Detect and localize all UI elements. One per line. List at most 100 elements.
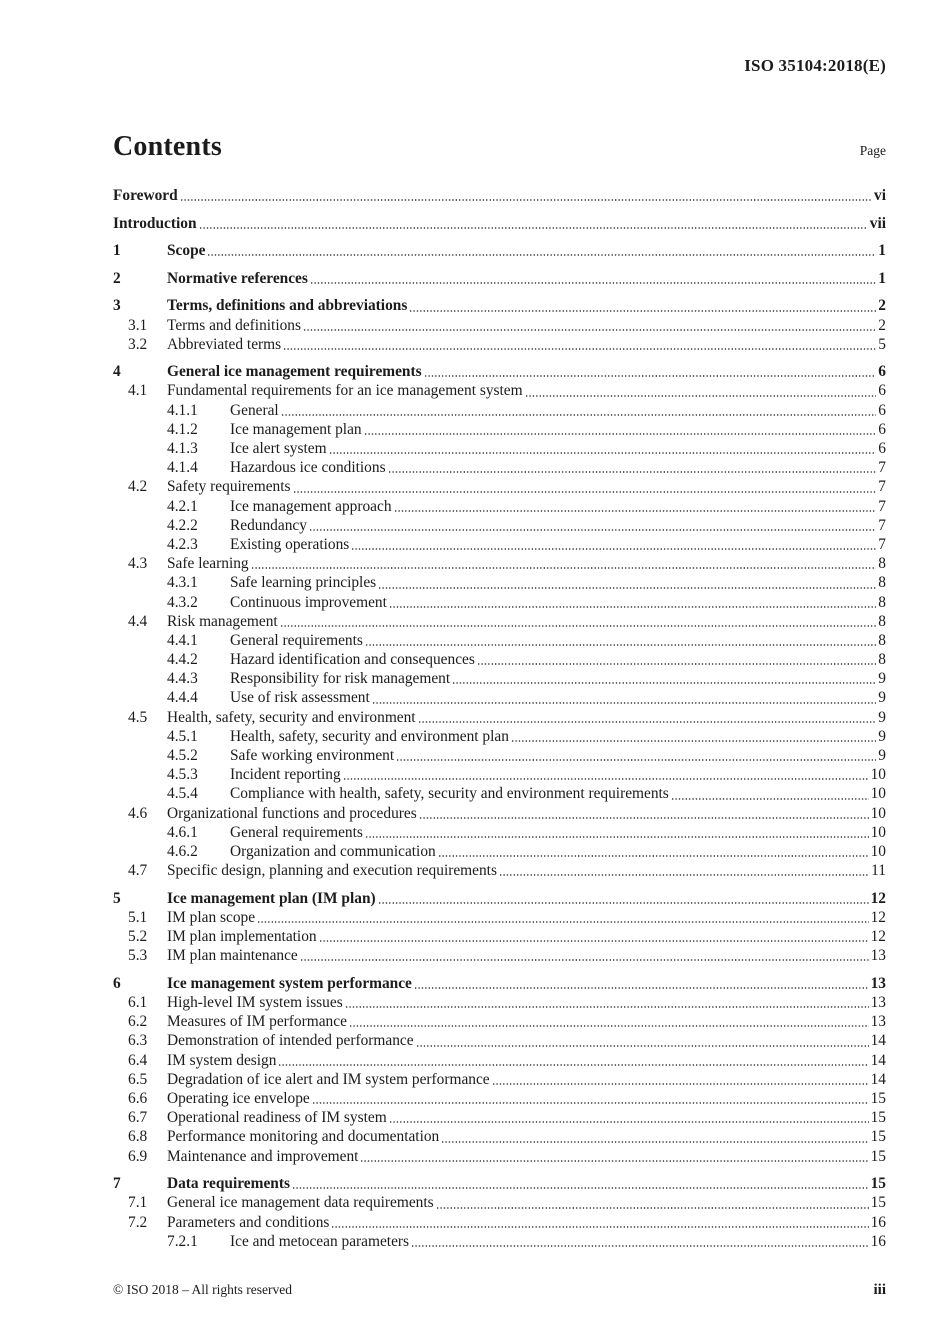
toc-entry-number: 3.1 xyxy=(128,316,148,334)
toc-entry-label: Responsibility for risk management xyxy=(230,670,451,688)
toc-entry-label: IM plan maintenance xyxy=(167,947,298,965)
toc-row: 2 Normative references 1 xyxy=(113,269,886,288)
toc-leader-dots xyxy=(279,624,877,627)
toc-entry-number: 4.1.1 xyxy=(167,401,198,419)
toc-row: 7.1 General ice management data requireme… xyxy=(113,1193,886,1212)
toc-row: 6.1 High-level IM system issues 13 xyxy=(113,993,886,1012)
toc-entry-page: 7 xyxy=(878,516,886,534)
toc-row: 4.4 Risk management 8 xyxy=(113,612,886,631)
toc-row: 5.2 IM plan implementation 12 xyxy=(113,927,886,946)
toc-entry-page: 8 xyxy=(878,651,886,669)
toc-entry-page: 9 xyxy=(878,670,886,688)
copyright-notice: © ISO 2018 – All rights reserved xyxy=(113,1282,292,1297)
toc-row: 7.2 Parameters and conditions 16 xyxy=(113,1213,886,1232)
toc-entry-number: 5.3 xyxy=(128,947,148,965)
toc-leader-dots xyxy=(299,959,869,962)
toc-leader-dots xyxy=(377,901,869,904)
toc-row: Foreword vi xyxy=(113,186,886,205)
toc-entry-page: 9 xyxy=(878,689,886,707)
toc-row: 4.4.4 Use of risk assessment 9 xyxy=(113,688,886,707)
toc-entry-label: Compliance with health, safety, security… xyxy=(230,785,669,803)
toc-entry-page: 16 xyxy=(870,1232,886,1250)
toc-entry-page: 10 xyxy=(870,804,886,822)
toc-leader-dots xyxy=(364,835,869,838)
toc-entry-page: vi xyxy=(874,187,886,204)
toc-entry-label: IM plan implementation xyxy=(167,928,317,946)
folio-page-number: iii xyxy=(873,1282,886,1298)
toc-entry-number: 6.4 xyxy=(128,1051,148,1069)
toc-entry-page: 6 xyxy=(878,363,886,381)
toc-leader-dots xyxy=(417,720,877,723)
toc-row: 4 General ice management requirements 6 xyxy=(113,362,886,381)
toc-entry-page: 1 xyxy=(878,242,886,260)
toc-row: 4.1 Fundamental requirements for an ice m… xyxy=(113,381,886,400)
toc-entry-number: 5.1 xyxy=(128,908,148,926)
toc-entry-number: 4.7 xyxy=(128,862,148,880)
toc-leader-dots xyxy=(328,452,877,455)
toc-leader-dots xyxy=(303,328,877,331)
toc-entry-label: Organization and communication xyxy=(230,842,436,860)
toc-row: 4.7 Specific design, planning and executi… xyxy=(113,861,886,880)
toc-leader-dots xyxy=(292,490,877,493)
toc-entry-number: 7.2 xyxy=(128,1213,148,1231)
toc-entry-page: 16 xyxy=(870,1213,886,1231)
toc-entry-number: 4.6.1 xyxy=(167,823,198,841)
toc-leader-dots xyxy=(371,701,877,704)
toc-entry-page: 6 xyxy=(878,420,886,438)
toc-entry-label: Foreword xyxy=(113,187,178,204)
toc-entry-page: 6 xyxy=(878,401,886,419)
toc-row: 4.3.2 Continuous improvement 8 xyxy=(113,593,886,612)
toc-leader-dots xyxy=(363,433,877,436)
toc-entry-page: 2 xyxy=(878,297,886,315)
toc-entry-number: 4.2.2 xyxy=(167,516,198,534)
toc-entry-page: 8 xyxy=(878,593,886,611)
toc-entry-page: 7 xyxy=(878,459,886,477)
toc-entry-number: 6.8 xyxy=(128,1128,148,1146)
toc-leader-dots xyxy=(278,1063,869,1066)
toc-entry-number: 4.2.3 xyxy=(167,535,198,553)
toc-entry-number: 4.4.3 xyxy=(167,670,198,688)
toc-row: 7.2.1 Ice and metocean parameters 16 xyxy=(113,1232,886,1251)
toc-entry-page: 1 xyxy=(878,269,886,287)
toc-entry-number: 3 xyxy=(113,297,121,315)
toc-entry-number: 4.1.2 xyxy=(167,420,198,438)
toc-entry-label: Health, safety, security and environment xyxy=(167,708,416,726)
toc-row: 4.5 Health, safety, security and environm… xyxy=(113,708,886,727)
toc-row: 4.1.4 Hazardous ice conditions 7 xyxy=(113,458,886,477)
toc-entry-page: 15 xyxy=(870,1175,886,1193)
toc-entry-number: 1 xyxy=(113,242,121,260)
toc-row: 5 Ice management plan (IM plan) 12 xyxy=(113,889,886,908)
toc-entry-number: 4.4.4 xyxy=(167,689,198,707)
toc-entry-label: Safe working environment xyxy=(230,747,395,765)
toc-row: 6.2 Measures of IM performance 13 xyxy=(113,1012,886,1031)
toc-entry-number: 4.4 xyxy=(128,612,148,630)
toc-entry-label: Ice management plan (IM plan) xyxy=(167,889,376,907)
toc-row: 4.2.3 Existing operations 7 xyxy=(113,535,886,554)
toc-entry-label: Organizational functions and procedures xyxy=(167,804,417,822)
toc-entry-label: Existing operations xyxy=(230,535,350,553)
toc-row: 4.3.1 Safe learning principles 8 xyxy=(113,573,886,592)
toc-leader-dots xyxy=(348,1025,869,1028)
toc-row: 4.2.2 Redundancy 7 xyxy=(113,516,886,535)
toc-entry-label: Safe learning principles xyxy=(230,574,377,592)
toc-entry-number: 5.2 xyxy=(128,928,148,946)
toc-entry-number: 4.6 xyxy=(128,804,148,822)
toc-entry-label: Redundancy xyxy=(230,516,307,534)
toc-entry-label: Risk management xyxy=(167,612,278,630)
toc-entry-page: 9 xyxy=(878,727,886,745)
toc-entry-number: 6.5 xyxy=(128,1070,148,1088)
toc-entry-label: Safety requirements xyxy=(167,478,291,496)
toc-entry-label: Ice management system performance xyxy=(167,974,412,992)
toc-leader-dots xyxy=(387,471,877,474)
toc-entry-page: 10 xyxy=(870,823,886,841)
toc-row: Introduction vii xyxy=(113,214,886,233)
toc-row: 6.9 Maintenance and improvement 15 xyxy=(113,1147,886,1166)
toc-entry-number: 4.1.4 xyxy=(167,459,198,477)
toc-entry-label: Ice and metocean parameters xyxy=(230,1232,410,1250)
toc-entry-page: 13 xyxy=(870,994,886,1012)
toc-leader-dots xyxy=(351,548,877,551)
toc-entry-number: 7.2.1 xyxy=(167,1232,198,1250)
toc-entry-page: 12 xyxy=(870,889,886,907)
toc-row: 7 Data requirements 15 xyxy=(113,1174,886,1193)
toc-entry-page: 10 xyxy=(870,785,886,803)
